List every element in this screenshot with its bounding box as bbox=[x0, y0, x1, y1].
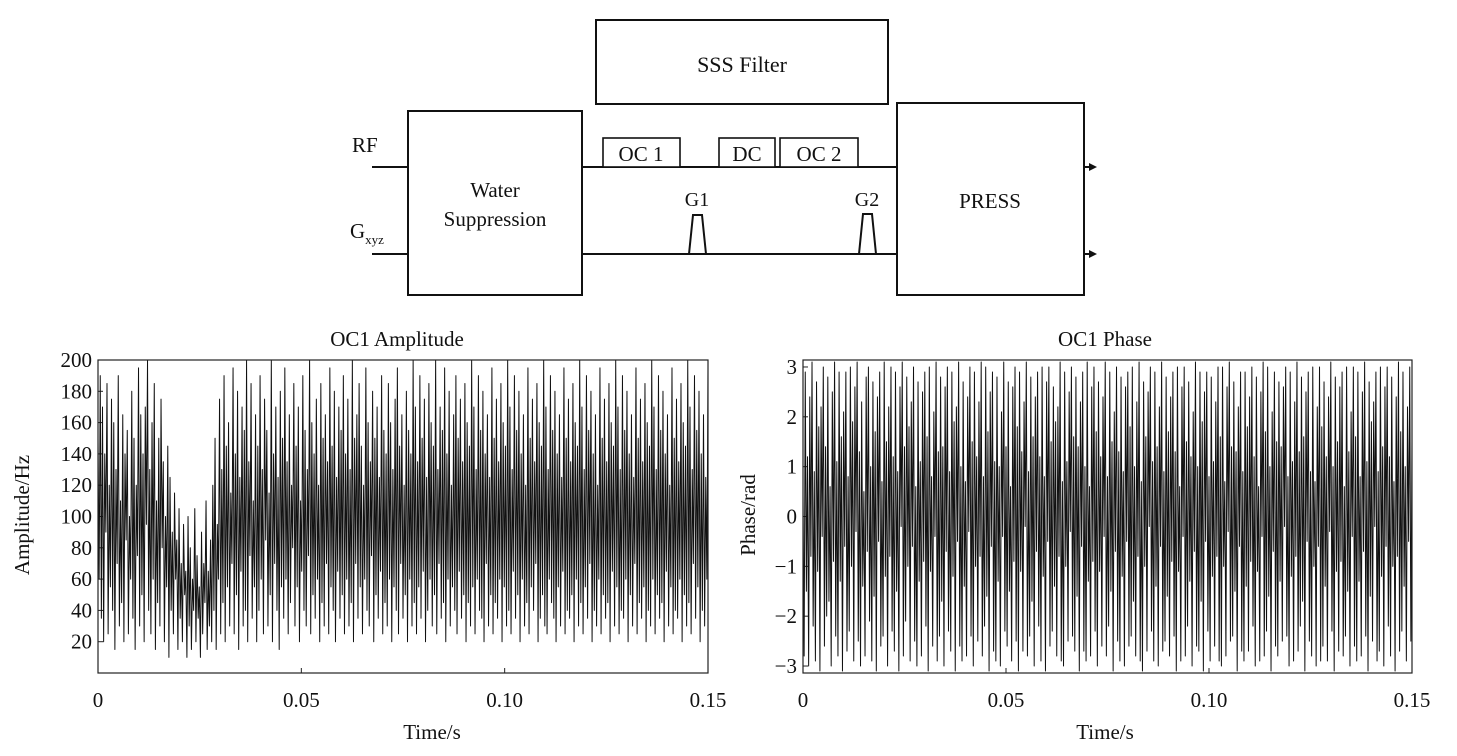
phase-x-tick-label: 0 bbox=[798, 688, 809, 712]
amplitude-x-axis-label: Time/s bbox=[403, 720, 461, 744]
amplitude-y-tick-label: 20 bbox=[71, 630, 92, 654]
gradient-label-subscript: xyz bbox=[365, 232, 384, 247]
phase-x-tick-label: 0.05 bbox=[988, 688, 1025, 712]
oc2-pulse-box bbox=[779, 137, 859, 168]
amplitude-x-tick-label: 0 bbox=[93, 688, 104, 712]
pulse-sequence-diagram: RF Gxyz SSS Filter Water Suppression OC … bbox=[350, 19, 1097, 296]
g1-label: G1 bbox=[685, 189, 709, 211]
rf-label: RF bbox=[352, 133, 378, 157]
water-suppression-label-line1: Water bbox=[470, 178, 520, 202]
amplitude-y-tick-label: 180 bbox=[61, 379, 93, 403]
amplitude-chart-title: OC1 Amplitude bbox=[330, 327, 464, 351]
gradient-arrow-icon bbox=[1089, 250, 1097, 258]
phase-y-axis-label: Phase/rad bbox=[736, 474, 760, 556]
oc1-amplitude-chart: OC1 Amplitude Time/s Amplitude/Hz 20 40 60… bbox=[10, 327, 726, 744]
phase-plot-frame bbox=[802, 359, 1413, 674]
phase-y-tick-label: −1 bbox=[775, 554, 797, 578]
amplitude-plot-frame bbox=[97, 359, 709, 674]
phase-x-axis-label: Time/s bbox=[1076, 720, 1134, 744]
press-label: PRESS bbox=[959, 189, 1021, 213]
amplitude-y-tick-label: 100 bbox=[61, 505, 93, 529]
g1-gradient-pulse bbox=[688, 214, 707, 255]
amplitude-plot-area bbox=[97, 359, 709, 658]
amplitude-y-tick-label: 120 bbox=[61, 473, 93, 497]
phase-plot-area bbox=[802, 361, 1413, 672]
dc-pulse-label: DC bbox=[732, 142, 761, 166]
phase-y-tick-label: −2 bbox=[775, 604, 797, 628]
amplitude-series-line bbox=[97, 359, 709, 658]
dc-pulse-box bbox=[718, 137, 776, 168]
oc1-pulse-label: OC 1 bbox=[619, 142, 664, 166]
amplitude-axis-ticks: 20 40 60 80 100 120 140 160 180 200 0 0.05 0.10 0.15 bbox=[61, 348, 727, 712]
phase-x-tick-label: 0.10 bbox=[1191, 688, 1228, 712]
gradient-label-main: G bbox=[350, 219, 365, 243]
amplitude-y-tick-label: 60 bbox=[71, 567, 92, 591]
phase-y-tick-label: 0 bbox=[787, 505, 798, 529]
amplitude-x-tick-label: 0.15 bbox=[690, 688, 727, 712]
amplitude-x-tick-label: 0.05 bbox=[283, 688, 320, 712]
water-suppression-box bbox=[407, 110, 583, 296]
phase-x-tick-label: 0.15 bbox=[1394, 688, 1431, 712]
g2-label: G2 bbox=[855, 189, 879, 211]
amplitude-y-tick-label: 80 bbox=[71, 536, 92, 560]
amplitude-x-tick-label: 0.10 bbox=[486, 688, 523, 712]
phase-y-tick-label: 3 bbox=[787, 355, 798, 379]
amplitude-y-axis-label: Amplitude/Hz bbox=[10, 455, 34, 575]
amplitude-y-tick-label: 140 bbox=[61, 442, 93, 466]
sss-filter-box bbox=[595, 19, 889, 105]
amplitude-y-tick-label: 40 bbox=[71, 598, 92, 622]
phase-chart-title: OC1 Phase bbox=[1058, 327, 1152, 351]
oc1-pulse-box bbox=[602, 137, 681, 168]
amplitude-y-tick-label: 160 bbox=[61, 411, 93, 435]
g2-gradient-pulse bbox=[858, 213, 877, 255]
phase-y-tick-label: −3 bbox=[775, 654, 797, 678]
sss-filter-label: SSS Filter bbox=[697, 52, 788, 77]
press-box bbox=[896, 102, 1085, 296]
phase-y-tick-label: 1 bbox=[787, 455, 798, 479]
oc2-pulse-label: OC 2 bbox=[797, 142, 842, 166]
phase-series-line bbox=[802, 361, 1413, 672]
amplitude-y-tick-label: 200 bbox=[61, 348, 93, 372]
rf-arrow-icon bbox=[1089, 163, 1097, 171]
gradient-label: Gxyz bbox=[350, 219, 384, 247]
phase-y-tick-label: 2 bbox=[787, 405, 798, 429]
water-suppression-label-line2: Suppression bbox=[444, 207, 547, 231]
